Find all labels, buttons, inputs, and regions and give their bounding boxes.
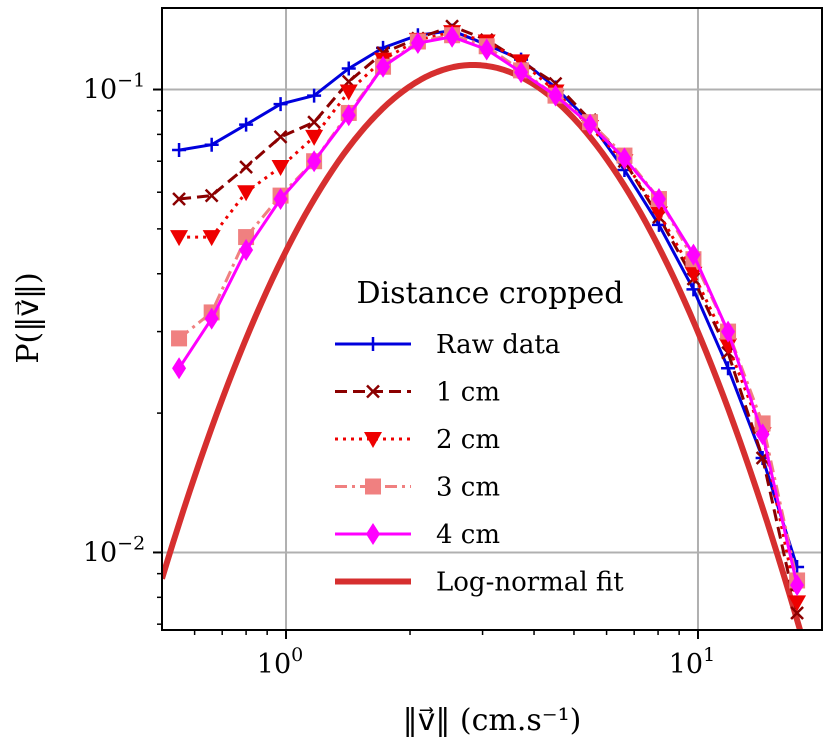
data-point: [202, 230, 221, 247]
data-point: [273, 130, 288, 144]
data-point: [684, 266, 703, 283]
legend-entry: 3 cm: [335, 473, 500, 503]
data-point: [445, 25, 460, 48]
legend-marker: [364, 432, 382, 448]
legend-entry: Raw data: [335, 330, 560, 360]
legend-entry: 1 cm: [335, 378, 500, 408]
legend-label: Log-normal fit: [436, 568, 624, 598]
data-point: [548, 84, 563, 107]
data-point: [583, 113, 598, 136]
data-point: [339, 84, 358, 101]
x-tick-label: 101: [669, 644, 715, 680]
data-point: [341, 104, 356, 127]
data-point: [204, 188, 219, 203]
data-point: [376, 55, 391, 78]
data-point: [239, 239, 254, 262]
data-point: [341, 61, 356, 76]
series-layer: [162, 19, 807, 630]
data-point: [721, 361, 736, 376]
series-4-cm: [172, 25, 805, 597]
data-point: [721, 320, 736, 343]
data-point: [237, 185, 256, 202]
legend-marker: [366, 384, 380, 399]
legend-entry: Log-normal fit: [335, 568, 624, 598]
axis-ticks: 100 101 10−2 10−1: [83, 70, 715, 680]
data-point: [172, 143, 187, 158]
x-axis-label: ‖v⃗‖ (cm.s⁻¹): [403, 703, 582, 738]
data-point: [170, 230, 189, 247]
x-tick-label: 100: [257, 644, 303, 680]
data-point: [204, 137, 219, 152]
data-point: [172, 357, 187, 380]
legend-label: 1 cm: [436, 378, 500, 408]
series-log-normal-fit: [162, 62, 804, 630]
data-point: [238, 229, 255, 246]
legend-entry: 2 cm: [335, 425, 500, 455]
data-point: [239, 160, 253, 174]
legend-label: Raw data: [436, 330, 560, 360]
data-point: [649, 206, 668, 223]
data-point: [788, 595, 807, 612]
data-point: [271, 160, 290, 177]
data-point: [307, 115, 321, 130]
series-line: [162, 62, 804, 630]
legend-marker: [366, 337, 380, 351]
legend-marker: [365, 478, 381, 495]
y-axis-label: P(‖v⃗‖): [11, 272, 46, 363]
data-point: [239, 117, 254, 132]
y-tick-label: 10−1: [83, 70, 145, 106]
data-point: [651, 188, 666, 211]
legend-entry: 4 cm: [335, 520, 500, 550]
data-point: [755, 423, 770, 446]
legend-title: Distance cropped: [357, 276, 624, 311]
data-point: [273, 188, 288, 211]
legend-label: 4 cm: [436, 520, 500, 550]
data-point: [273, 97, 288, 112]
data-point: [479, 38, 494, 61]
data-point: [171, 330, 188, 347]
data-point: [686, 243, 701, 266]
data-point: [617, 147, 632, 170]
legend: Distance cropped Raw data 1 cm 2 cm 3 cm 4 c…: [335, 276, 624, 598]
data-point: [305, 129, 324, 146]
y-tick-label: 10−2: [83, 532, 145, 568]
legend-label: 2 cm: [436, 425, 500, 455]
data-point: [790, 574, 805, 597]
legend-marker: [366, 523, 380, 545]
data-point: [172, 192, 186, 206]
plot-area-frame: [161, 7, 823, 631]
data-point: [410, 32, 425, 55]
data-point: [790, 606, 804, 620]
data-point: [204, 307, 219, 330]
data-point: [307, 88, 322, 103]
data-point: [514, 61, 529, 84]
data-point: [307, 150, 322, 173]
grid: [162, 8, 822, 630]
legend-label: 3 cm: [436, 473, 500, 503]
